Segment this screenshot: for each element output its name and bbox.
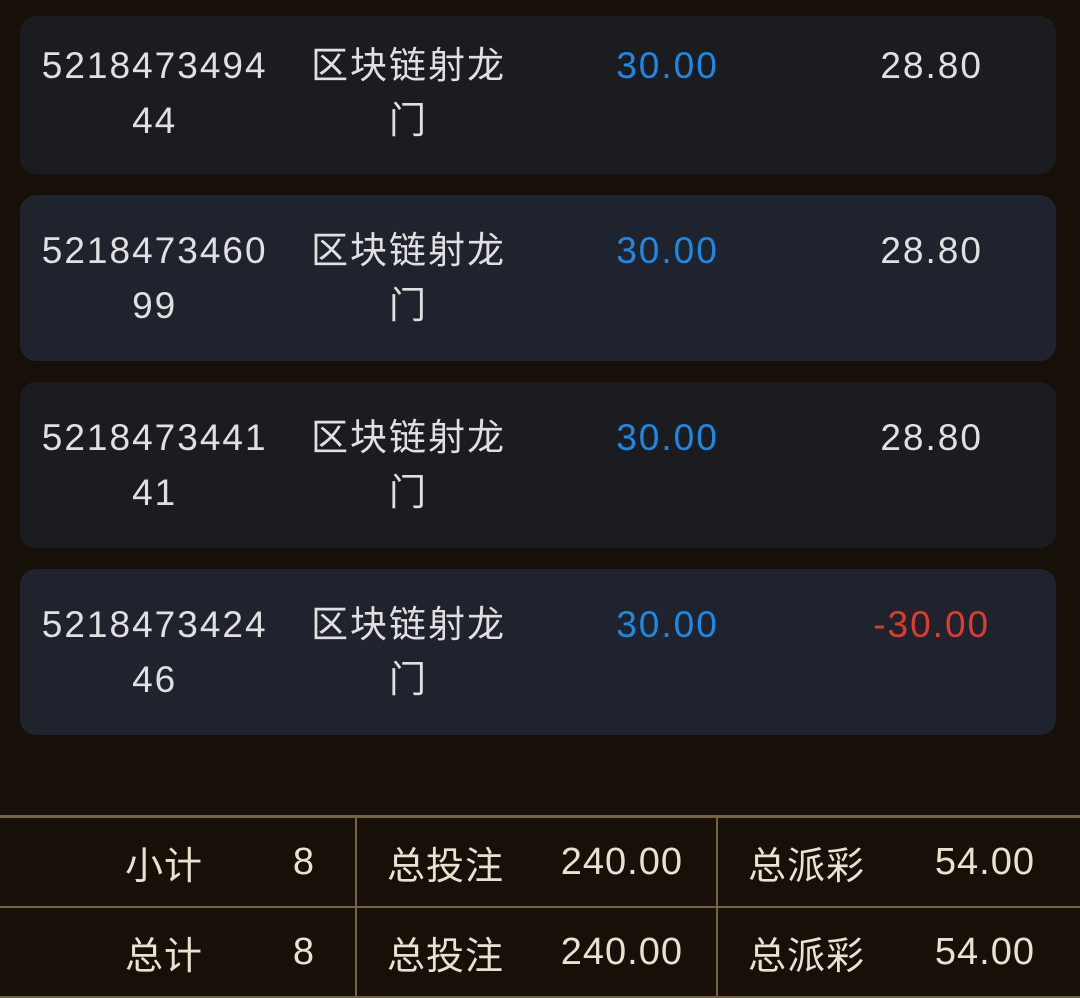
total-bet-label: 总投注 [387, 845, 505, 888]
subtotal-payout-cell: 总派彩 54.00 [718, 818, 1080, 906]
bet-list: 5218473494 44 区块链射龙 门 30.00 28.80 521847… [20, 16, 1056, 735]
game-name-line-2: 门 [388, 472, 428, 513]
bet-id-line-2: 41 [132, 472, 178, 513]
total-payout-label: 总派彩 [748, 845, 866, 888]
game-name-line-2: 门 [388, 100, 428, 141]
result-amount: 28.80 [880, 417, 983, 458]
result-amount: 28.80 [880, 230, 983, 271]
bet-id-line-2: 44 [132, 100, 178, 141]
game-name: 区块链射龙 门 [289, 410, 527, 548]
bet-id-line-1: 5218473460 [41, 230, 268, 271]
game-name-line-1: 区块链射龙 [310, 230, 506, 271]
grand-total-bet-cell: 总投注 240.00 [357, 908, 718, 996]
game-name-line-1: 区块链射龙 [310, 45, 506, 86]
subtotal-row: 小计 8 总投注 240.00 总派彩 54.00 [0, 818, 1080, 908]
grand-total-payout-cell: 总派彩 54.00 [718, 908, 1080, 996]
grand-total-count: 8 [292, 930, 315, 973]
game-name: 区块链射龙 门 [289, 38, 527, 174]
subtotal-cell: 小计 8 [0, 818, 357, 906]
bet-record-row[interactable]: 5218473424 46 区块链射龙 门 30.00 -30.00 [20, 569, 1056, 735]
bet-record-row[interactable]: 5218473494 44 区块链射龙 门 30.00 28.80 [20, 16, 1056, 174]
total-payout-value: 54.00 [934, 840, 1035, 883]
bet-id-line-1: 5218473424 [41, 604, 268, 645]
game-name-line-1: 区块链射龙 [310, 417, 506, 458]
bet-amount: 30.00 [616, 45, 719, 86]
result-amount: 28.80 [880, 45, 983, 86]
bet-id-line-1: 5218473441 [41, 417, 268, 458]
bet-record-row[interactable]: 5218473441 41 区块链射龙 门 30.00 28.80 [20, 382, 1056, 548]
game-name: 区块链射龙 门 [289, 223, 527, 361]
bet-id: 5218473424 46 [20, 597, 289, 735]
bet-amount: 30.00 [616, 230, 719, 271]
bet-id: 5218473441 41 [20, 410, 289, 548]
total-bet-value: 240.00 [560, 930, 683, 973]
total-payout-label: 总派彩 [748, 935, 866, 978]
bet-amount: 30.00 [616, 604, 719, 645]
total-payout-value: 54.00 [934, 930, 1035, 973]
subtotal-label: 小计 [125, 845, 204, 888]
bet-id-line-1: 5218473494 [41, 45, 268, 86]
result-amount: -30.00 [873, 604, 991, 645]
game-name-line-2: 门 [388, 285, 428, 326]
bet-id: 5218473460 99 [20, 223, 289, 361]
total-bet-label: 总投注 [387, 935, 505, 978]
bet-record-row[interactable]: 5218473460 99 区块链射龙 门 30.00 28.80 [20, 195, 1056, 361]
bet-amount: 30.00 [616, 417, 719, 458]
grand-total-cell: 总计 8 [0, 908, 357, 996]
grand-total-label: 总计 [125, 935, 204, 978]
bet-id: 5218473494 44 [20, 38, 289, 174]
game-name: 区块链射龙 门 [289, 597, 527, 735]
bet-id-line-2: 99 [132, 285, 178, 326]
grand-total-row: 总计 8 总投注 240.00 总派彩 54.00 [0, 908, 1080, 998]
game-name-line-1: 区块链射龙 [310, 604, 506, 645]
game-name-line-2: 门 [388, 659, 428, 700]
subtotal-bet-cell: 总投注 240.00 [357, 818, 718, 906]
bet-id-line-2: 46 [132, 659, 178, 700]
total-bet-value: 240.00 [560, 840, 683, 883]
subtotal-count: 8 [292, 840, 315, 883]
summary-table: 小计 8 总投注 240.00 总派彩 54.00 总计 8 总投注 240.0… [0, 815, 1080, 998]
